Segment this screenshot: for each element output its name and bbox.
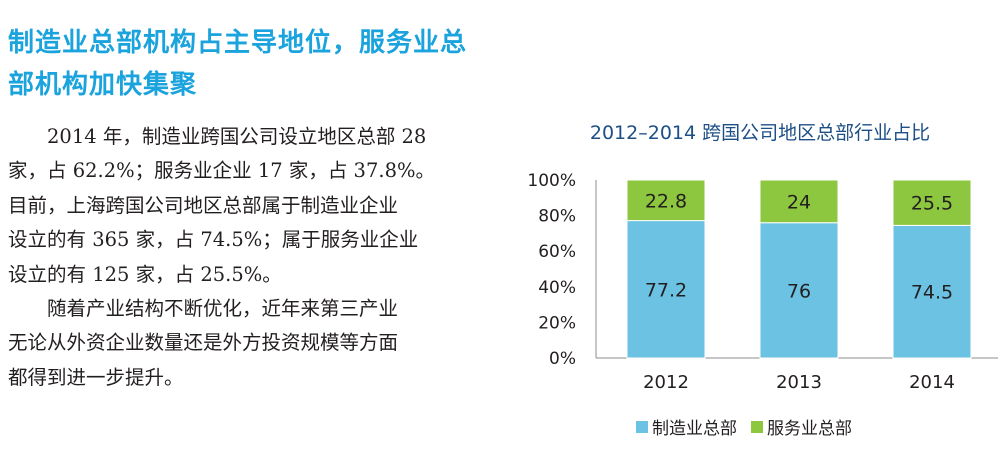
bar-segment-services-2012 [626,179,706,222]
bar-segment-manufacturing-2012 [626,220,706,359]
x-tick-label: 2013 [776,372,822,393]
body-line: 都得到进一步提升。 [8,365,184,389]
bar-segment-manufacturing-2013 [759,222,839,359]
legend-label-manufacturing: 制造业总部 [652,419,737,439]
heading-line: 制造业总部机构占主导地位，服务业总 [8,28,468,58]
x-tick-label: 2014 [909,372,955,393]
legend-swatch-manufacturing [636,420,648,433]
body-line: 家，占 62.2%；服务业企业 17 家，占 37.8%。 [8,159,436,183]
body-line: 2014 年，制造业跨国公司设立地区总部 28 [8,125,427,148]
y-tick-label: 0% [549,349,576,369]
legend-label-services: 服务业总部 [767,419,852,439]
bar-segment-services-2014 [892,179,972,226]
body-line: 随着产业结构不断优化，近年来第三产业 [8,297,399,321]
bar-segment-services-2013 [759,179,839,224]
body-line: 目前，上海跨国公司地区总部属于制造业企业 [8,193,399,217]
y-tick-label: 40% [538,278,576,298]
bar-segment-manufacturing-2014 [892,224,972,359]
body-line: 无论从外资企业数量还是外方投资规模等方面 [8,331,399,355]
data-label: 22.8 [645,190,687,212]
chart-legend: 制造业总部 服务业总部 [636,414,866,439]
article-body: 2014 年，制造业跨国公司设立地区总部 28 家，占 62.2%；服务业企业 … [8,120,482,395]
legend-item-manufacturing: 制造业总部 [636,414,737,439]
article-heading: 制造业总部机构占主导地位，服务业总 部机构加快集聚 [8,22,488,106]
heading-line: 部机构加快集聚 [8,70,198,100]
x-tick-label: 2012 [643,372,689,393]
body-line: 设立的有 365 家，占 74.5%；属于服务业企业 [8,228,419,252]
y-tick-label: 20% [538,313,576,333]
data-label: 76 [787,280,811,302]
data-label: 25.5 [911,193,953,215]
chart-title: 2012–2014 跨国公司地区总部行业占比 [589,122,931,144]
data-label: 24 [787,191,811,213]
data-label: 77.2 [645,279,687,301]
data-label: 74.5 [911,282,953,304]
y-tick-label: 100% [527,171,576,191]
y-tick-label: 80% [538,207,576,227]
legend-swatch-services [751,420,763,433]
y-tick-label: 60% [538,242,576,262]
body-line: 设立的有 125 家，占 25.5%。 [8,262,282,286]
legend-item-services: 服务业总部 [751,414,852,439]
